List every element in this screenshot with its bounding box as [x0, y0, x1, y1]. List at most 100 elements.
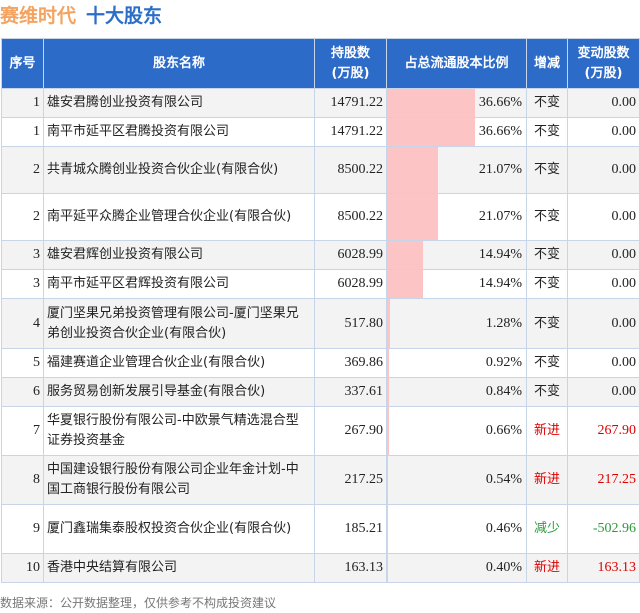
pct-cell: 0.40%	[386, 553, 527, 583]
change-cell: 新进	[526, 455, 568, 505]
pct-bar	[387, 456, 389, 504]
shareholder-name: 华夏银行股份有限公司-中欧景气精选混合型证券投资基金	[43, 406, 315, 456]
header-rank: 序号	[1, 38, 44, 89]
table-row: 3 雄安君辉创业投资有限公司 6028.99 14.94% 不变 0.00	[1, 240, 640, 270]
shares-cell: 517.80	[314, 298, 387, 349]
delta-cell: 0.00	[567, 117, 640, 147]
pct-cell: 0.84%	[386, 377, 527, 407]
table-row: 5 福建赛道企业管理合伙企业(有限合伙) 369.86 0.92% 不变 0.00	[1, 348, 640, 378]
delta-cell: 0.00	[567, 240, 640, 270]
rank-cell: 1	[1, 117, 44, 147]
change-cell: 不变	[526, 117, 568, 147]
pct-value: 0.92%	[485, 355, 522, 370]
change-cell: 不变	[526, 377, 568, 407]
pct-value: 21.07%	[478, 162, 522, 177]
shares-cell: 369.86	[314, 348, 387, 378]
pct-cell: 0.54%	[386, 455, 527, 505]
rank-cell: 3	[1, 269, 44, 299]
change-cell: 不变	[526, 240, 568, 270]
pct-bar	[387, 378, 390, 406]
change-cell: 不变	[526, 193, 568, 241]
shareholder-name: 厦门坚果兄弟投资管理有限公司-厦门坚果兄弟创业投资合伙企业(有限合伙)	[43, 298, 315, 349]
pct-bar	[387, 270, 423, 298]
pct-cell: 0.66%	[386, 406, 527, 456]
delta-cell: 0.00	[567, 193, 640, 241]
delta-cell: 0.00	[567, 269, 640, 299]
rank-cell: 7	[1, 406, 44, 456]
delta-cell: 0.00	[567, 298, 640, 349]
shares-cell: 14791.22	[314, 88, 387, 118]
shares-cell: 8500.22	[314, 193, 387, 241]
pct-bar	[387, 349, 390, 377]
shares-cell: 6028.99	[314, 269, 387, 299]
delta-cell: 267.90	[567, 406, 640, 456]
change-cell: 减少	[526, 504, 568, 554]
delta-cell: 217.25	[567, 455, 640, 505]
rank-cell: 9	[1, 504, 44, 554]
table-row: 3 南平市延平区君辉投资有限公司 6028.99 14.94% 不变 0.00	[1, 269, 640, 299]
header-change: 增减	[526, 38, 568, 89]
pct-bar	[387, 147, 438, 193]
pct-value: 21.07%	[478, 209, 522, 224]
header-name: 股东名称	[43, 38, 315, 89]
pct-bar	[387, 554, 388, 582]
pct-bar	[387, 118, 475, 146]
pct-value: 14.94%	[478, 247, 522, 262]
shareholder-name: 南平延平众腾企业管理合伙企业(有限合伙)	[43, 193, 315, 241]
table-header: 序号 股东名称 持股数 (万股) 占总流通股本比例 增减 变动股数 (万股)	[1, 38, 640, 89]
rank-cell: 8	[1, 455, 44, 505]
header-pct: 占总流通股本比例	[386, 38, 527, 89]
pct-value: 36.66%	[478, 124, 522, 139]
pct-bar	[387, 194, 438, 240]
shareholders-table: 序号 股东名称 持股数 (万股) 占总流通股本比例 增减 变动股数 (万股) 1…	[1, 38, 640, 583]
change-cell: 新进	[526, 553, 568, 583]
change-cell: 不变	[526, 298, 568, 349]
change-cell: 不变	[526, 348, 568, 378]
pct-bar	[387, 505, 389, 553]
pct-value: 0.84%	[485, 384, 522, 399]
rank-cell: 3	[1, 240, 44, 270]
rank-cell: 1	[1, 88, 44, 118]
shares-cell: 337.61	[314, 377, 387, 407]
page-title: 赛维时代 十大股东	[0, 2, 162, 30]
pct-value: 0.66%	[485, 423, 522, 438]
section-title: 十大股东	[86, 5, 163, 27]
shares-cell: 267.90	[314, 406, 387, 456]
delta-cell: 0.00	[567, 146, 640, 194]
pct-value: 36.66%	[478, 95, 522, 110]
pct-cell: 1.28%	[386, 298, 527, 349]
pct-cell: 21.07%	[386, 193, 527, 241]
shareholder-name: 福建赛道企业管理合伙企业(有限合伙)	[43, 348, 315, 378]
change-cell: 新进	[526, 406, 568, 456]
table-row: 4 厦门坚果兄弟投资管理有限公司-厦门坚果兄弟创业投资合伙企业(有限合伙) 517.…	[1, 298, 640, 349]
pct-cell: 14.94%	[386, 240, 527, 270]
table-row: 8 中国建设银行股份有限公司企业年金计划-中国工商银行股份有限公司 217.25 0.…	[1, 455, 640, 505]
pct-bar	[387, 407, 389, 455]
delta-cell: -502.96	[567, 504, 640, 554]
shares-cell: 163.13	[314, 553, 387, 583]
table-row: 1 雄安君腾创业投资有限公司 14791.22 36.66% 不变 0.00	[1, 88, 640, 118]
header-delta: 变动股数 (万股)	[567, 38, 640, 89]
table-row: 9 厦门鑫瑞集泰股权投资合伙企业(有限合伙) 185.21 0.46% 减少 -502.9…	[1, 504, 640, 554]
pct-cell: 0.46%	[386, 504, 527, 554]
rank-cell: 2	[1, 193, 44, 241]
pct-cell: 21.07%	[386, 146, 527, 194]
shareholder-name: 南平市延平区君辉投资有限公司	[43, 269, 315, 299]
pct-value: 14.94%	[478, 276, 522, 291]
shareholder-name: 南平市延平区君腾投资有限公司	[43, 117, 315, 147]
footer-note: 数据来源：公开数据整理，仅供参考不构成投资建议	[0, 596, 277, 610]
shareholder-name: 厦门鑫瑞集泰股权投资合伙企业(有限合伙)	[43, 504, 315, 554]
pct-value: 0.46%	[485, 521, 522, 536]
shares-cell: 6028.99	[314, 240, 387, 270]
header-shares: 持股数 (万股)	[314, 38, 387, 89]
pct-cell: 14.94%	[386, 269, 527, 299]
delta-cell: 0.00	[567, 88, 640, 118]
pct-value: 1.28%	[485, 315, 522, 331]
change-cell: 不变	[526, 88, 568, 118]
table-row: 2 共青城众腾创业投资合伙企业(有限合伙) 8500.22 21.07% 不变 0.00	[1, 146, 640, 194]
change-cell: 不变	[526, 146, 568, 194]
pct-cell: 36.66%	[386, 88, 527, 118]
pct-bar	[387, 241, 423, 269]
shareholder-name: 雄安君腾创业投资有限公司	[43, 88, 315, 118]
rank-cell: 4	[1, 298, 44, 349]
